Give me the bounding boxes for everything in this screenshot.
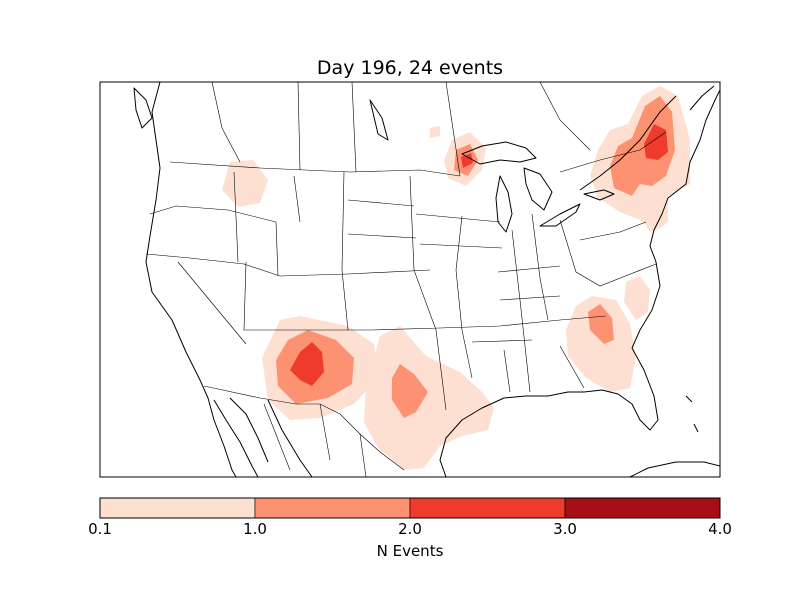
colorbar-bin <box>254 497 411 519</box>
colorbar-tick-label: 1.0 <box>243 520 267 538</box>
cuba-outline <box>629 461 720 477</box>
contour-wisconsin-high <box>461 153 473 168</box>
state-lines <box>145 171 657 411</box>
contour-northeast-coast-low <box>640 190 666 232</box>
contour-virginia-low <box>624 276 650 320</box>
colorbar <box>99 497 721 519</box>
map-title: Day 196, 24 events <box>316 57 504 79</box>
contour-montana-low <box>222 160 268 207</box>
mexico-state-lines <box>263 403 367 477</box>
lake-ontario <box>583 189 615 201</box>
gulf-of-california <box>229 397 269 463</box>
map-area <box>133 82 720 477</box>
colorbar-tick-label: 3.0 <box>553 520 577 538</box>
nova-scotia <box>689 85 715 111</box>
contour-newmexico-high <box>290 342 324 386</box>
gulf-coastline <box>439 347 659 477</box>
border-lines <box>145 82 667 477</box>
colorbar-bin <box>409 497 566 519</box>
colorbar-tick-label: 4.0 <box>708 520 732 538</box>
colorbar-bins <box>99 497 721 519</box>
lake-huron <box>523 167 553 211</box>
contour-lakes-low <box>430 126 440 138</box>
canada-province-lines <box>211 82 591 177</box>
lake-winnipeg <box>369 99 389 141</box>
lake-erie <box>539 203 581 227</box>
map-frame <box>99 81 721 478</box>
contour-northeast-mid <box>610 96 675 196</box>
contour-texas-mid <box>392 364 428 418</box>
bahamas <box>685 395 699 433</box>
contour-northeast-high <box>644 124 668 160</box>
vancouver-island <box>133 87 153 129</box>
colorbar-bin <box>99 497 256 519</box>
colorbar-tick-label: 0.1 <box>88 520 112 538</box>
st-lawrence <box>579 95 677 191</box>
colorbar-frame <box>99 497 721 519</box>
colorbar-tick-label: 2.0 <box>398 520 422 538</box>
lake-michigan <box>495 175 513 233</box>
west-coastline <box>145 82 237 477</box>
lake-superior <box>461 141 537 165</box>
event-contours <box>222 86 690 470</box>
contour-texas-low <box>364 326 494 470</box>
contour-georgia-low <box>566 296 636 392</box>
colorbar-bin <box>564 497 721 519</box>
coastline-outlines <box>133 82 720 477</box>
mexico-us-border <box>203 385 405 471</box>
canada-us-border <box>169 131 667 177</box>
colorbar-label: N Events <box>376 542 444 560</box>
baja-peninsula <box>213 399 259 477</box>
east-coastline <box>631 89 720 349</box>
contour-georgia-mid <box>588 304 614 344</box>
mexico-pacific-coast <box>267 399 313 477</box>
